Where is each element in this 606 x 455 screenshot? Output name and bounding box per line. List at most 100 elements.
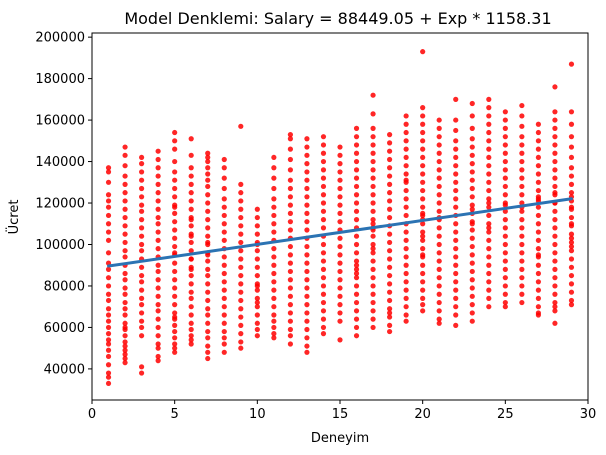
scatter-point (254, 312, 260, 318)
scatter-point (254, 326, 260, 333)
scatter-point (320, 142, 327, 148)
scatter-point (122, 291, 128, 297)
scatter-point (304, 243, 310, 250)
scatter-point (139, 217, 145, 223)
scatter-point (172, 268, 178, 275)
scatter-point (403, 204, 409, 210)
scatter-point (353, 241, 360, 248)
scatter-point (403, 177, 409, 183)
scatter-point (188, 233, 194, 239)
scatter-point (552, 125, 558, 131)
scatter-point (486, 187, 492, 194)
scatter-point (436, 142, 442, 148)
scatter-point (403, 237, 409, 243)
scatter-point (304, 136, 310, 142)
scatter-point (139, 287, 145, 293)
scatter-point (469, 302, 475, 308)
scatter-point (535, 179, 542, 185)
scatter-point (502, 202, 508, 208)
scatter-point (519, 291, 525, 297)
scatter-point (486, 146, 492, 152)
scatter-point (420, 129, 426, 136)
scatter-point (420, 221, 426, 227)
scatter-point (469, 268, 475, 275)
scatter-point (403, 163, 409, 169)
scatter-point (122, 333, 128, 339)
scatter-point (535, 312, 542, 318)
scatter-point (387, 231, 393, 237)
scatter-point (304, 177, 310, 183)
scatter-point (172, 219, 178, 225)
scatter-point (387, 214, 393, 221)
scatter-point (568, 181, 575, 187)
scatter-point (436, 320, 442, 326)
scatter-point (205, 281, 211, 287)
scatter-point (403, 154, 409, 161)
scatter-point (535, 295, 542, 301)
scatter-point (486, 287, 492, 293)
scatter-point (403, 304, 409, 310)
scatter-point (568, 165, 575, 171)
scatter-point (188, 333, 194, 339)
scatter-point (221, 212, 227, 219)
scatter-point (403, 129, 409, 136)
scatter-point (420, 233, 426, 239)
scatter-point (172, 314, 178, 320)
scatter-point (453, 179, 459, 185)
scatter-point (238, 272, 244, 279)
scatter-point (122, 285, 128, 291)
scatter-point (221, 270, 227, 277)
scatter-point (403, 121, 409, 127)
scatter-point (387, 322, 393, 328)
scatter-point (105, 198, 112, 204)
scatter-point (502, 283, 508, 289)
scatter-point (320, 308, 327, 314)
scatter-point (105, 250, 112, 256)
scatter-point (453, 279, 459, 285)
scatter-point (469, 235, 475, 241)
scatter-point (568, 214, 575, 221)
scatter-point (205, 266, 211, 272)
scatter-point (172, 129, 178, 136)
scatter-point (188, 198, 194, 204)
scatter-point (436, 233, 442, 239)
scatter-point (486, 154, 492, 161)
scatter-point (155, 285, 161, 291)
scatter-point (387, 297, 393, 304)
scatter-point (271, 229, 277, 235)
scatter-point (486, 254, 492, 260)
scatter-point (205, 158, 211, 165)
scatter-point (205, 233, 211, 239)
scatter-point (353, 150, 360, 156)
scatter-point (155, 173, 161, 179)
scatter-point (469, 100, 475, 107)
scatter-point (105, 221, 112, 227)
scatter-point (205, 171, 211, 177)
scatter-point (403, 270, 409, 277)
scatter-point (535, 252, 542, 258)
scatter-point (403, 187, 409, 194)
scatter-point (353, 134, 360, 140)
scatter-point (453, 237, 459, 243)
scatter-point (370, 208, 376, 214)
scatter-point (105, 331, 112, 337)
scatter-point (535, 246, 542, 252)
scatter-point (552, 150, 558, 156)
scatter-point (337, 194, 343, 200)
scatter-point (337, 144, 343, 150)
scatter-point (337, 277, 343, 283)
scatter-point (436, 192, 442, 198)
scatter-point (188, 173, 194, 179)
scatter-point (486, 171, 492, 177)
scatter-point (122, 223, 128, 229)
scatter-point (535, 163, 542, 169)
scatter-point (271, 204, 277, 210)
scatter-point (155, 333, 161, 339)
scatter-point (172, 185, 178, 192)
scatter-point (403, 287, 409, 293)
scatter-point (353, 333, 360, 339)
scatter-point (486, 279, 492, 285)
scatter-point (188, 165, 194, 171)
y-tick-label: 140000 (35, 155, 85, 170)
scatter-point (155, 341, 161, 347)
